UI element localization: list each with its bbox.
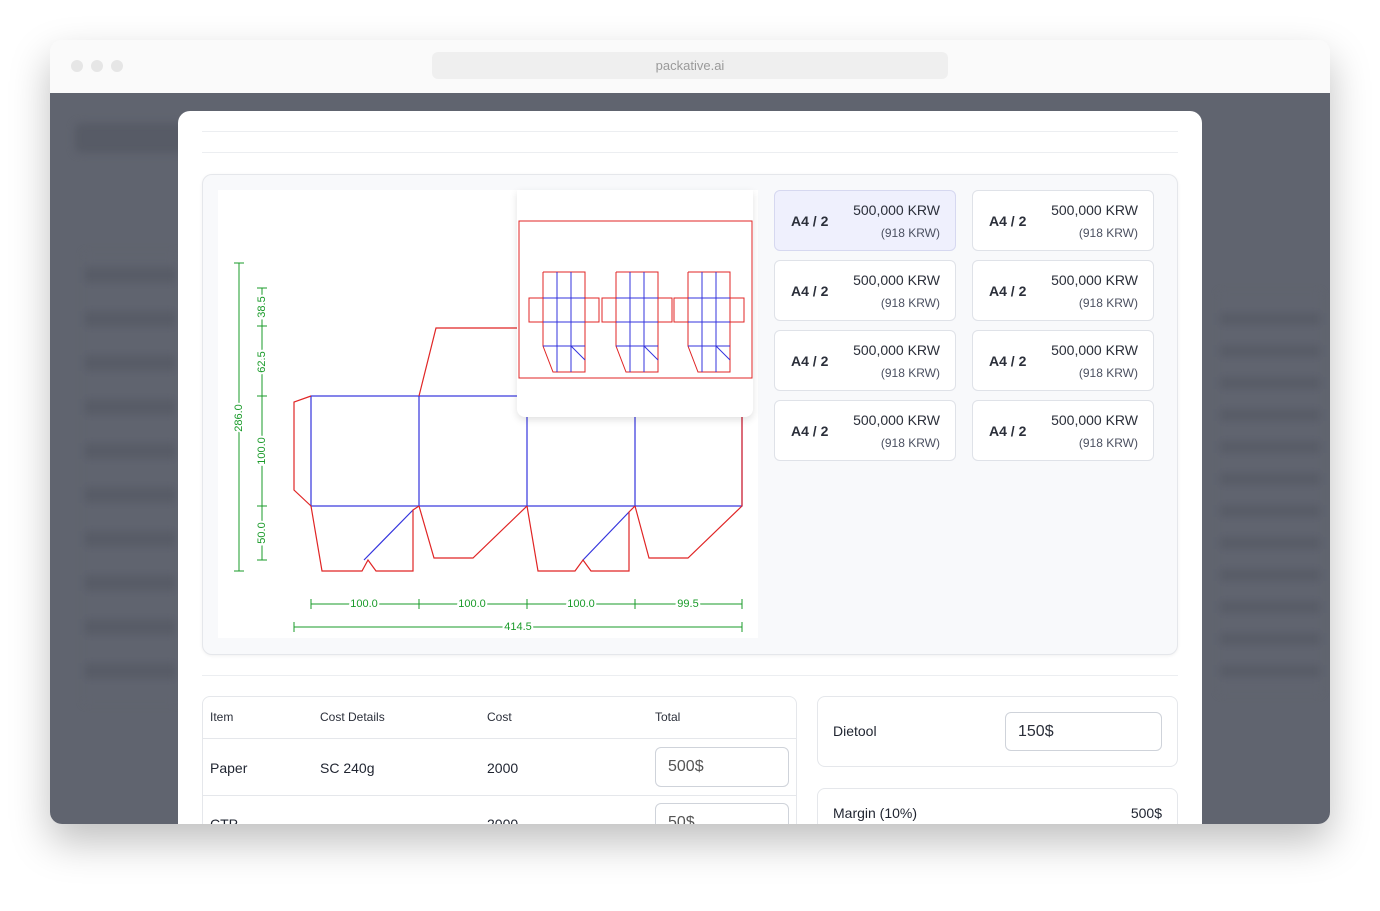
divider: [202, 675, 1178, 676]
option-unit-price: (918 KRW): [1078, 366, 1138, 380]
divider: [202, 131, 1178, 132]
dimension-label: 100.0: [256, 437, 268, 465]
option-unit-price: (918 KRW): [880, 226, 940, 240]
option-label: A4 / 2: [791, 283, 829, 299]
margin-box: [817, 788, 1178, 824]
margin-label: Margin (10%): [833, 805, 918, 821]
dimension-label: 38.5: [256, 296, 268, 317]
option-price: 500,000 KRW: [853, 342, 940, 358]
option-unit-price: (918 KRW): [1078, 296, 1138, 310]
option-label: A4 / 2: [791, 213, 829, 229]
dimension-label: 100.0: [567, 598, 595, 610]
option-card[interactable]: A4 / 2 500,000 KRW (918 KRW): [774, 400, 956, 461]
dimension-label: 286.0: [233, 404, 245, 432]
dimension-label: 414.5: [504, 621, 532, 633]
browser-window: packative.ai 28: [50, 52, 1330, 852]
option-price: 500,000 KRW: [1051, 272, 1138, 288]
sheet-layout: [518, 220, 753, 379]
dimension-label: 100.0: [350, 598, 378, 610]
mini-dieline: [673, 271, 745, 373]
option-price: 500,000 KRW: [1051, 412, 1138, 428]
option-label: A4 / 2: [989, 353, 1027, 369]
cell-item: CTP: [210, 816, 238, 832]
option-card[interactable]: A4 / 2 500,000 KRW (918 KRW): [774, 330, 956, 391]
option-card[interactable]: A4 / 2 500,000 KRW (918 KRW): [972, 400, 1154, 461]
cost-table: [202, 696, 797, 824]
dimension-label: 99.5: [677, 598, 698, 610]
fold-lines: [310, 395, 743, 561]
option-card[interactable]: A4 / 2 500,000 KRW (918 KRW): [972, 260, 1154, 321]
dietool-input[interactable]: 150$: [1005, 712, 1162, 751]
cell-cost: 2000: [487, 816, 519, 832]
blurred-logo: [75, 123, 185, 153]
page: packative.ai 28: [50, 52, 1330, 852]
url-bar[interactable]: packative.ai: [432, 52, 948, 79]
divider: [202, 152, 1178, 153]
option-price: 500,000 KRW: [1051, 342, 1138, 358]
cut-lines: [293, 327, 743, 572]
window-dot[interactable]: [91, 60, 103, 72]
column-header: Item: [210, 710, 234, 724]
option-card[interactable]: A4 / 2 500,000 KRW (918 KRW): [774, 190, 956, 251]
cell-total-input[interactable]: 50$: [655, 803, 789, 824]
dietool-label: Dietool: [833, 723, 877, 739]
option-label: A4 / 2: [791, 353, 829, 369]
sheet-border: [518, 220, 753, 379]
row-divider: [203, 738, 796, 739]
dietool-box: [817, 696, 1178, 767]
dimension-label: 50.0: [256, 522, 268, 543]
blurred-panel: [1220, 293, 1320, 693]
cell-details: SC 240g: [320, 760, 375, 776]
option-unit-price: (918 KRW): [880, 436, 940, 450]
option-unit-price: (918 KRW): [1078, 226, 1138, 240]
margin-value: 500$: [1130, 805, 1162, 821]
row-divider: [203, 795, 796, 796]
mini-dieline: [528, 271, 600, 373]
cell-total-input[interactable]: 500$: [655, 747, 789, 787]
option-card[interactable]: A4 / 2 500,000 KRW (918 KRW): [774, 260, 956, 321]
cell-cost: 2000: [487, 760, 519, 776]
cell-item: Paper: [210, 760, 248, 776]
blurred-menu: [85, 253, 175, 703]
option-label: A4 / 2: [989, 213, 1027, 229]
option-label: A4 / 2: [791, 423, 829, 439]
option-label: A4 / 2: [989, 283, 1027, 299]
option-price: 500,000 KRW: [853, 412, 940, 428]
mini-dieline: [601, 271, 673, 373]
dieline: 286.0 38.5 62.5 100.0 50.0 100.0 100.0 1…: [231, 262, 743, 635]
option-price: 500,000 KRW: [1051, 202, 1138, 218]
row-divider: [203, 851, 796, 852]
column-header: Cost Details: [320, 710, 385, 724]
option-card[interactable]: A4 / 2 500,000 KRW (918 KRW): [972, 330, 1154, 391]
option-card[interactable]: A4 / 2 500,000 KRW (918 KRW): [972, 190, 1154, 251]
option-unit-price: (918 KRW): [880, 366, 940, 380]
dimension-label: 62.5: [256, 351, 268, 372]
dimension-lines: [234, 262, 743, 632]
option-price: 500,000 KRW: [853, 272, 940, 288]
column-header: Total: [655, 710, 681, 724]
sheet-preview: [517, 190, 753, 417]
dimension-label: 100.0: [458, 598, 486, 610]
column-header: Cost: [487, 710, 512, 724]
window-dot[interactable]: [71, 60, 83, 72]
option-unit-price: (918 KRW): [1078, 436, 1138, 450]
option-label: A4 / 2: [989, 423, 1027, 439]
window-dot[interactable]: [111, 60, 123, 72]
option-unit-price: (918 KRW): [880, 296, 940, 310]
option-price: 500,000 KRW: [853, 202, 940, 218]
